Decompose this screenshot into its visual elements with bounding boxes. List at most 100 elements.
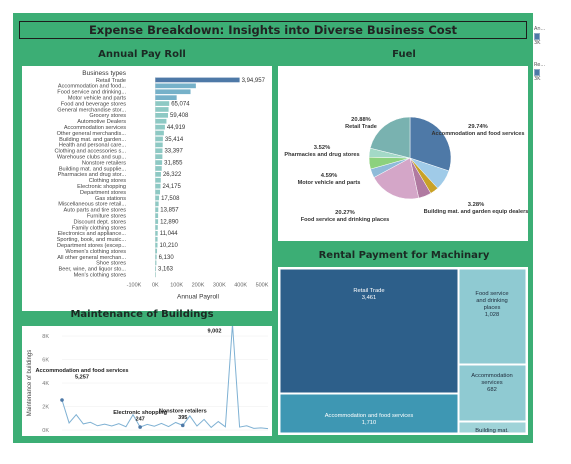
- payroll-bar[interactable]: [155, 236, 158, 242]
- maintenance-annotation-name: Retail Trade: [199, 326, 231, 328]
- payroll-bar[interactable]: [155, 266, 157, 272]
- maintenance-annotation-value: 395: [178, 415, 187, 421]
- payroll-category-label: Accommodation services: [64, 125, 126, 131]
- payroll-category-label: Health and personal care...: [59, 143, 127, 149]
- payroll-x-tick: 400K: [234, 283, 247, 289]
- side-legend-2-swatch: [534, 69, 540, 76]
- payroll-bar[interactable]: [155, 124, 165, 130]
- payroll-bar[interactable]: [155, 136, 163, 142]
- payroll-bar[interactable]: [155, 207, 159, 213]
- rental-tile-name: Food service: [475, 291, 508, 297]
- payroll-bar-label: 44,919: [167, 125, 186, 131]
- rental-tile[interactable]: [279, 393, 459, 434]
- payroll-bar[interactable]: [155, 77, 240, 83]
- payroll-bar[interactable]: [155, 160, 163, 165]
- side-legend-1-swatch: [534, 33, 540, 40]
- payroll-category-label: Other general merchandis...: [57, 131, 127, 137]
- payroll-bar[interactable]: [155, 95, 177, 100]
- maintenance-annotation-value: 5,257: [75, 375, 89, 381]
- payroll-bar[interactable]: [155, 148, 163, 154]
- payroll-category-label: General merchandise stor...: [57, 107, 126, 113]
- payroll-bar[interactable]: [155, 113, 169, 118]
- maintenance-annotation-value: 247: [135, 417, 144, 423]
- rental-tile-name: Retail Trade: [353, 288, 384, 294]
- payroll-bar[interactable]: [155, 154, 163, 159]
- fuel-slice[interactable]: [369, 116, 411, 159]
- payroll-category-label: Electronics and appliance...: [58, 231, 127, 237]
- payroll-panel: Business types Retail Trade 3,94,957 Accomm…: [22, 66, 272, 311]
- payroll-bar-label: 12,890: [160, 219, 179, 225]
- payroll-bar-label: 3,163: [158, 267, 174, 273]
- maintenance-y-axis-label: Maintenance of buildings: [27, 350, 33, 416]
- payroll-category-label: Warehouse clubs and sup...: [57, 155, 127, 161]
- side-legend-1[interactable]: An... 3K: [534, 26, 571, 46]
- maintenance-point[interactable]: [180, 423, 185, 428]
- dashboard: Expense Breakdown: Insights into Diverse…: [13, 13, 533, 448]
- payroll-category-label: Electronic shopping: [77, 184, 126, 190]
- payroll-bar[interactable]: [155, 219, 159, 224]
- maintenance-panel: 0K 2K 4K 6K 8K Maintenance of buildings Accomm…: [22, 322, 272, 436]
- payroll-category-label: Building mat. and garden...: [59, 137, 126, 143]
- payroll-bar[interactable]: [155, 189, 161, 195]
- payroll-bar[interactable]: [155, 101, 170, 106]
- payroll-x-tick: 200K: [192, 283, 205, 289]
- maintenance-point[interactable]: [60, 398, 64, 402]
- payroll-title: Annual Pay Roll: [98, 49, 186, 60]
- payroll-bar[interactable]: [155, 83, 196, 89]
- payroll-category-label: Gas stations: [95, 196, 126, 202]
- payroll-x-tick: 0K: [152, 283, 159, 289]
- payroll-category-label: Food service and drinking...: [57, 90, 126, 96]
- rental-tile[interactable]: [458, 364, 527, 422]
- rental-tile[interactable]: [458, 268, 527, 365]
- payroll-bar[interactable]: [155, 213, 159, 218]
- payroll-bar[interactable]: [155, 195, 160, 201]
- payroll-bar[interactable]: [155, 172, 161, 177]
- fuel-slice-percent: 20.88%: [351, 117, 371, 123]
- side-legend-2-label: Re...: [534, 62, 546, 68]
- fuel-slice-percent: 29.74%: [468, 124, 488, 130]
- payroll-category-label: Sporting, book, and music...: [57, 237, 127, 243]
- payroll-bar[interactable]: [155, 183, 161, 189]
- payroll-category-label: Men's clothing stores: [74, 273, 127, 279]
- side-legend-2[interactable]: Re... 3K: [534, 62, 571, 82]
- payroll-bar-label: 31,855: [164, 160, 183, 166]
- payroll-category-label: Food and beverage stores: [61, 101, 127, 107]
- payroll-bar[interactable]: [155, 118, 167, 124]
- payroll-bar[interactable]: [155, 201, 159, 207]
- payroll-x-tick: 300K: [213, 283, 226, 289]
- payroll-bar[interactable]: [155, 142, 163, 148]
- maintenance-line[interactable]: [61, 324, 269, 430]
- payroll-bar[interactable]: [155, 225, 158, 230]
- maintenance-title: Maintenance of Buildings: [70, 309, 214, 320]
- payroll-bar[interactable]: [155, 254, 157, 260]
- payroll-bar[interactable]: [155, 89, 191, 95]
- payroll-category-label: Pharmacies and drug stor...: [58, 172, 127, 178]
- payroll-bar[interactable]: [155, 130, 164, 136]
- fuel-slice-name: Retail Trade: [345, 124, 377, 130]
- fuel-slice[interactable]: [409, 116, 452, 172]
- payroll-category-label: Clothing and accessories s...: [54, 149, 126, 155]
- fuel-slice-percent: 3.28%: [468, 202, 484, 208]
- payroll-bar-label: 10,210: [160, 243, 179, 249]
- payroll-x-tick: -100K: [127, 283, 142, 289]
- payroll-category-label: All other general merchan...: [57, 255, 126, 261]
- payroll-bar[interactable]: [155, 107, 169, 112]
- payroll-bar[interactable]: [155, 248, 158, 254]
- rental-panel: Retail Trade 3,461 Accommodation and food …: [278, 267, 528, 448]
- rental-tile[interactable]: [458, 421, 527, 434]
- payroll-bar[interactable]: [155, 166, 162, 171]
- fuel-slice[interactable]: [373, 157, 420, 200]
- payroll-x-tick: 500K: [256, 283, 269, 289]
- payroll-bar[interactable]: [155, 177, 161, 183]
- rental-tile[interactable]: [279, 268, 459, 394]
- payroll-bar[interactable]: [155, 260, 157, 266]
- payroll-bar[interactable]: [155, 272, 156, 277]
- maintenance-point[interactable]: [138, 425, 142, 429]
- payroll-bar[interactable]: [155, 242, 158, 248]
- fuel-slice-name: Building mat. and garden equip dealers: [424, 209, 528, 215]
- payroll-bar-label: 26,322: [163, 172, 182, 178]
- fuel-slice-name: Accommodation and food services: [432, 131, 525, 137]
- fuel-slice-name: Food service and drinking places: [301, 217, 390, 223]
- payroll-bar[interactable]: [155, 231, 158, 236]
